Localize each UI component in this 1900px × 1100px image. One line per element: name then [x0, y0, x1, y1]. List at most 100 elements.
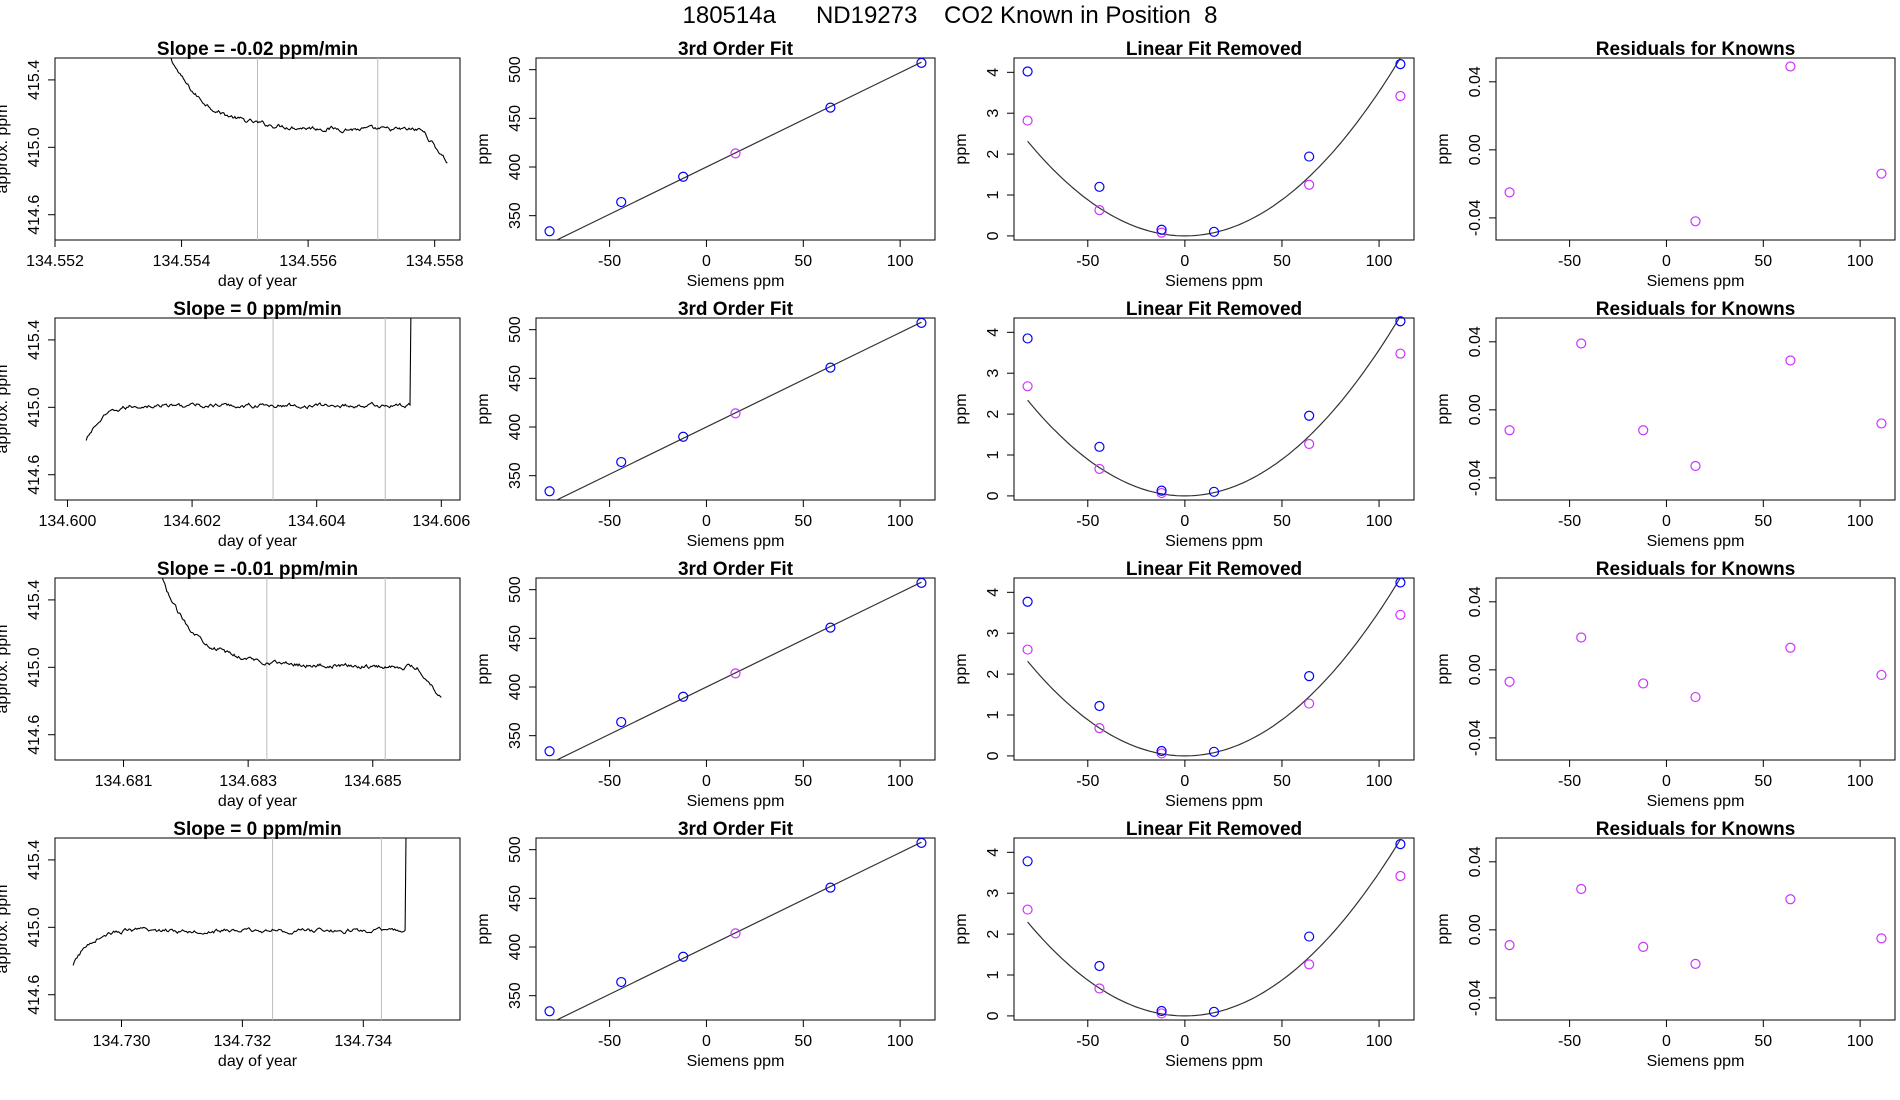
y-axis-label: ppm [475, 133, 492, 164]
y-tick-label: 415.0 [26, 127, 43, 167]
y-tick-label: 1 [985, 190, 1002, 199]
panel-r3-c2: 3rd Order Fit Siemens ppm ppm -50 0 50 100 350 4… [475, 559, 936, 810]
x-tick-label: -50 [1558, 1033, 1581, 1050]
y-tick-label: 415.0 [26, 647, 43, 687]
y-tick-label: 350 [507, 982, 524, 1009]
plot-data [555, 61, 922, 240]
plot-frame [1013, 317, 1415, 501]
y-tick-label: 350 [507, 202, 524, 229]
panel-title: 3rd Order Fit [678, 299, 794, 320]
x-tick-label: 50 [1273, 513, 1291, 530]
plot-frame [535, 57, 936, 241]
measured-point [1208, 1006, 1220, 1017]
x-tick-label: 50 [794, 1033, 812, 1050]
panel-title: Residuals for Knowns [1596, 819, 1796, 840]
y-tick-label: 415.4 [26, 320, 43, 360]
ppm-trace-line [170, 58, 448, 164]
x-tick-label: 100 [1366, 1033, 1393, 1050]
known-point [1395, 870, 1406, 882]
y-axis-label: ppm [1435, 913, 1452, 944]
plot-data [1027, 578, 1401, 757]
x-tick-label: 134.730 [93, 1033, 151, 1050]
y-tick-label: 414.6 [26, 975, 43, 1015]
plot-data [1027, 318, 1400, 497]
panel-r1-c4: Residuals for Knowns Siemens ppm ppm -50 0 50… [1435, 39, 1896, 290]
measured-point [1022, 66, 1033, 77]
x-axis-label: Siemens ppm [687, 533, 785, 550]
panel-title: Residuals for Knowns [1596, 559, 1796, 580]
plot-data [72, 838, 407, 1020]
x-tick-label: 134.558 [406, 253, 464, 270]
panel-title: Residuals for Knowns [1596, 39, 1796, 60]
y-axis-label: ppm [953, 653, 970, 684]
x-tick-label: 134.732 [213, 1033, 271, 1050]
y-tick-label: 4 [985, 328, 1002, 337]
ppm-trace-line [72, 838, 407, 966]
panel-title: Slope = -0.01 ppm/min [157, 559, 358, 580]
y-tick-label: 0 [985, 751, 1002, 760]
x-tick-label: 100 [887, 253, 914, 270]
known-point [1785, 894, 1796, 905]
measured-point [1304, 931, 1315, 942]
x-tick-label: 134.554 [153, 253, 211, 270]
y-tick-label: 0.04 [1467, 66, 1484, 97]
panel-title: Linear Fit Removed [1126, 39, 1302, 60]
panel-title: Slope = -0.02 ppm/min [157, 39, 358, 60]
panel-r2-c4: Residuals for Knowns Siemens ppm ppm -50 0 50… [1435, 299, 1896, 550]
x-tick-label: -50 [598, 1033, 621, 1050]
x-tick-label: -50 [598, 513, 621, 530]
y-tick-label: -0.04 [1467, 720, 1484, 757]
x-tick-label: 134.600 [39, 513, 97, 530]
known-point [1690, 216, 1701, 227]
x-tick-label: 0 [1180, 253, 1189, 270]
plot-frame [1495, 837, 1896, 1021]
x-tick-label: -50 [1558, 253, 1581, 270]
known-point [1156, 1008, 1167, 1019]
measured-point [1395, 59, 1406, 70]
x-axis-label: Siemens ppm [1647, 533, 1745, 550]
plot-frame [1495, 577, 1896, 761]
y-tick-label: 500 [507, 316, 524, 343]
fit-curve [1027, 578, 1401, 757]
x-tick-label: 0 [702, 773, 711, 790]
known-point [1395, 609, 1406, 620]
x-axis-label: Siemens ppm [1165, 533, 1263, 550]
known-point [1304, 179, 1315, 190]
known-point [1690, 691, 1701, 703]
y-tick-label: 400 [507, 934, 524, 961]
y-tick-label: -0.04 [1467, 980, 1484, 1017]
x-axis-label: Siemens ppm [1647, 793, 1745, 810]
y-tick-label: 415.0 [26, 387, 43, 427]
x-axis-label: Siemens ppm [1647, 273, 1745, 290]
y-axis-label: ppm [475, 653, 492, 684]
measured-point [1094, 181, 1105, 192]
panel-title: 3rd Order Fit [678, 819, 794, 840]
fit-line [555, 61, 922, 240]
plot-data [555, 581, 922, 760]
y-tick-label: 1 [985, 710, 1002, 719]
x-tick-label: 0 [702, 253, 711, 270]
measured-point [544, 226, 555, 237]
known-point [1156, 487, 1167, 499]
x-tick-label: 100 [1847, 1033, 1874, 1050]
known-point [1156, 227, 1167, 238]
y-tick-label: 0 [985, 491, 1002, 500]
known-point [730, 668, 741, 679]
plot-data [1027, 839, 1401, 1017]
plot-frame [1013, 577, 1415, 761]
known-point [1576, 632, 1587, 643]
x-tick-label: 100 [887, 513, 914, 530]
x-axis-label: day of year [218, 273, 298, 290]
x-tick-label: -50 [598, 773, 621, 790]
x-axis-label: Siemens ppm [1165, 1053, 1263, 1070]
measured-point [916, 57, 927, 68]
known-point [1022, 115, 1033, 126]
known-point [1638, 678, 1649, 689]
known-point [1690, 460, 1701, 472]
y-tick-label: 0.00 [1467, 134, 1484, 165]
x-tick-label: -50 [1558, 773, 1581, 790]
measured-point [1304, 671, 1315, 682]
x-tick-label: 50 [1273, 773, 1291, 790]
fit-curve [1027, 839, 1401, 1017]
